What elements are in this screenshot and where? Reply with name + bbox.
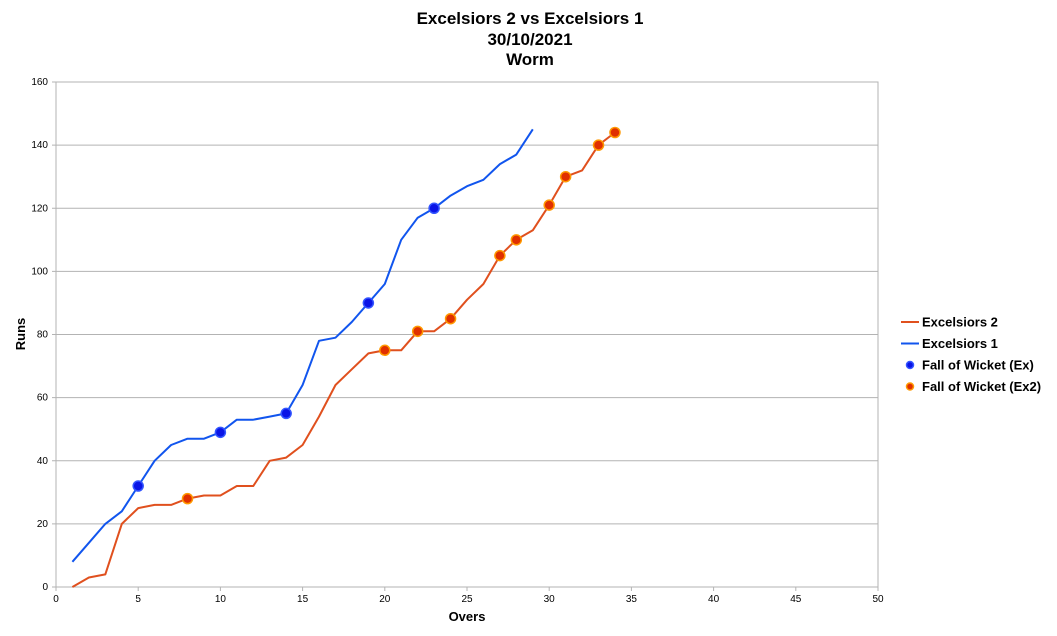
x-tick-label: 0 bbox=[53, 594, 59, 605]
y-tick-label: 40 bbox=[37, 456, 49, 467]
wicket-point-1 bbox=[362, 297, 375, 309]
series-line-2 bbox=[71, 128, 534, 563]
wicket-point-2 bbox=[609, 126, 621, 139]
series-line-1 bbox=[71, 131, 616, 588]
legend: Excelsiors 2 Excelsiors 1 Fall of Wicket (… bbox=[901, 315, 1041, 394]
x-tick-label: 45 bbox=[790, 594, 802, 605]
wicket-point-2 bbox=[543, 199, 555, 211]
x-axis-ticks: 0 5 10 15 20 25 30 35 40 45 50 bbox=[53, 587, 884, 605]
y-tick-label: 160 bbox=[31, 77, 48, 88]
wicket-point-2 bbox=[379, 344, 391, 357]
x-tick-label: 30 bbox=[544, 594, 556, 605]
x-tick-label: 15 bbox=[297, 594, 309, 605]
y-tick-label: 20 bbox=[37, 519, 49, 530]
wicket-point-2 bbox=[559, 170, 572, 183]
wicket-point-1 bbox=[214, 426, 227, 439]
y-axis-label: Runs bbox=[13, 318, 28, 351]
wicket-point-1 bbox=[280, 407, 292, 420]
legend-swatch-marker bbox=[905, 360, 915, 370]
gridlines bbox=[56, 81, 878, 588]
legend-label: Fall of Wicket (Ex2) bbox=[922, 379, 1041, 394]
wicket-point-2 bbox=[411, 325, 424, 338]
y-tick-label: 80 bbox=[37, 330, 49, 341]
x-tick-label: 5 bbox=[135, 594, 141, 605]
chart-subtitle-date: 30/10/2021 bbox=[487, 30, 572, 49]
x-tick-label: 10 bbox=[215, 594, 227, 605]
wicket-point-1 bbox=[132, 480, 144, 492]
x-axis-label: Overs bbox=[449, 609, 486, 624]
y-tick-label: 0 bbox=[42, 582, 48, 593]
x-tick-label: 35 bbox=[626, 594, 638, 605]
series-layer bbox=[71, 126, 621, 588]
y-axis-ticks: 0 20 40 60 80 100 120 140 160 bbox=[31, 77, 56, 593]
legend-label: Excelsiors 1 bbox=[922, 336, 998, 351]
wicket-point-2 bbox=[592, 139, 605, 151]
wicket-point-2 bbox=[181, 492, 194, 505]
wicket-point-2 bbox=[510, 234, 523, 246]
y-tick-label: 140 bbox=[31, 140, 48, 151]
y-tick-label: 60 bbox=[37, 393, 49, 404]
y-tick-label: 100 bbox=[31, 266, 48, 277]
chart-subtitle-worm: Worm bbox=[506, 50, 554, 69]
wicket-point-2 bbox=[494, 249, 506, 262]
x-tick-label: 50 bbox=[872, 594, 884, 605]
y-tick-label: 120 bbox=[31, 203, 48, 214]
chart-title: Excelsiors 2 vs Excelsiors 1 bbox=[417, 9, 644, 28]
legend-swatch-marker bbox=[905, 382, 915, 391]
wicket-point-1 bbox=[428, 202, 440, 214]
x-tick-label: 40 bbox=[708, 594, 720, 605]
wicket-point-2 bbox=[444, 312, 457, 325]
legend-label: Fall of Wicket (Ex) bbox=[922, 358, 1034, 373]
legend-label: Excelsiors 2 bbox=[922, 315, 998, 330]
x-tick-label: 20 bbox=[379, 594, 391, 605]
x-tick-label: 25 bbox=[461, 594, 473, 605]
